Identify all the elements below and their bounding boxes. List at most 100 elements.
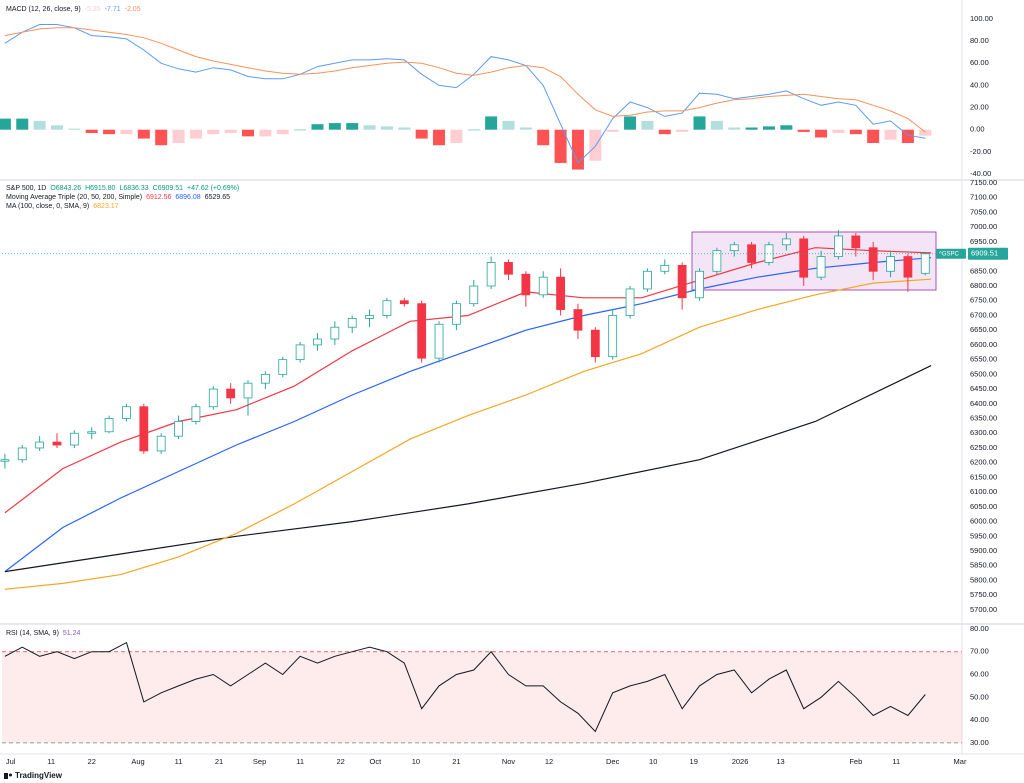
y-tick-label: 100.00 [970, 14, 993, 23]
y-tick-label: 40.00 [970, 715, 989, 724]
candle-body [573, 309, 583, 331]
histogram-bar [328, 123, 341, 130]
y-tick-label: 5850.00 [970, 561, 997, 570]
x-tick-label: Dec [606, 757, 620, 766]
moving-average [4, 247, 932, 514]
histogram-bar [797, 129, 810, 132]
candle-body [851, 235, 861, 249]
legend-value: -5.35 [84, 6, 101, 13]
candle-body [243, 382, 253, 399]
histogram-bar [346, 123, 359, 130]
candle-body [156, 435, 166, 452]
candle-body [538, 276, 548, 296]
histogram-bar [502, 120, 515, 130]
legend: S&P 500, 1D O6843.26 H6915.80 L6836.33 C6909… [6, 184, 243, 193]
histogram-bar [363, 125, 376, 130]
legend-value: -7.71 [104, 6, 121, 13]
moving-average [4, 365, 932, 573]
histogram-bar [815, 129, 828, 138]
legend-title: RSI (14, SMA, 9) [6, 630, 59, 637]
ohlc-value: C6909.51 [152, 185, 184, 192]
ohlc-value: O6843.26 [50, 185, 82, 192]
candle-body [660, 264, 670, 272]
candle-body [469, 285, 479, 305]
histogram-bar [780, 125, 793, 130]
y-tick-label: 0.00 [970, 125, 985, 134]
candle-body [590, 329, 600, 358]
y-tick-label: 5700.00 [970, 605, 997, 614]
candle-body [17, 447, 27, 461]
candle-body [69, 432, 79, 446]
candle-body [174, 421, 183, 437]
y-tick-label: 6550.00 [970, 355, 997, 364]
y-tick-label: 5800.00 [970, 575, 997, 584]
candle-body [556, 276, 565, 310]
x-tick-label: Nov [502, 757, 516, 766]
legend-value: 51.24 [62, 630, 81, 637]
y-tick-label: 80.00 [970, 624, 989, 633]
candle-body [712, 250, 722, 272]
histogram-bar [554, 129, 567, 163]
candle-body [816, 256, 826, 278]
x-tick-label: Mar [954, 757, 967, 766]
legend-value: 6823.17 [93, 203, 119, 210]
x-tick-label: Aug [131, 757, 144, 766]
x-tick-label: 22 [88, 757, 96, 766]
y-tick-label: 5950.00 [970, 531, 997, 540]
rsi-band [2, 651, 962, 743]
candle-body [260, 373, 270, 384]
y-tick-label: 6850.00 [970, 266, 997, 275]
y-tick-label: 6600.00 [970, 340, 997, 349]
y-tick-label: 40.00 [970, 80, 989, 89]
histogram-bar [68, 128, 81, 130]
x-tick-label: 21 [452, 757, 460, 766]
histogram-bar [832, 129, 845, 134]
legend-title: MA (100, close, 0, SMA, 9) [6, 203, 90, 210]
x-tick-label: 10 [649, 757, 657, 766]
watermark: TradingView [15, 771, 63, 780]
y-tick-label: 6650.00 [970, 325, 997, 334]
histogram-bar [641, 120, 654, 130]
histogram-bar [16, 118, 29, 130]
y-tick-label: 6450.00 [970, 384, 997, 393]
candle-body [677, 264, 687, 299]
histogram-bar [658, 129, 671, 135]
histogram-bar [485, 116, 498, 130]
symbol-tag-label: ^GSPC [939, 251, 959, 257]
x-tick-label: 22 [336, 757, 344, 766]
candle-body [208, 388, 218, 408]
histogram-bar [693, 116, 706, 130]
y-tick-label: 7150.00 [970, 178, 997, 187]
y-tick-label: 6200.00 [970, 458, 997, 467]
histogram-bar [33, 120, 46, 130]
candle-body [226, 388, 236, 399]
legend: Moving Average Triple (20, 50, 200, Simp… [6, 193, 234, 202]
candle-body [365, 315, 374, 319]
legend: MA (100, close, 0, SMA, 9) 6823.17 [6, 202, 123, 211]
histogram-bar [259, 129, 272, 137]
histogram-bar [728, 127, 741, 130]
histogram-bar [450, 129, 463, 144]
legend-value: 6912.56 [146, 194, 172, 201]
candle-body [643, 270, 652, 290]
symbol-tag [936, 248, 966, 259]
candle-body [834, 235, 843, 257]
histogram-bar [537, 129, 550, 146]
candle-body [504, 262, 513, 275]
histogram-bar [137, 129, 150, 139]
candle-body [417, 303, 427, 359]
candle-body [764, 244, 774, 263]
x-tick-label: 11 [296, 757, 304, 766]
histogram-bar [172, 129, 185, 144]
logo [4, 773, 12, 779]
histogram-bar [762, 126, 775, 130]
ohlc-value: L6836.33 [119, 185, 149, 192]
histogram-bar [415, 129, 428, 139]
y-tick-label: 6000.00 [970, 517, 997, 526]
moving-average [4, 278, 932, 590]
histogram-bar [919, 129, 932, 136]
histogram-bar [224, 129, 237, 134]
histogram-bar [242, 129, 255, 137]
y-tick-label: 50.00 [970, 692, 989, 701]
